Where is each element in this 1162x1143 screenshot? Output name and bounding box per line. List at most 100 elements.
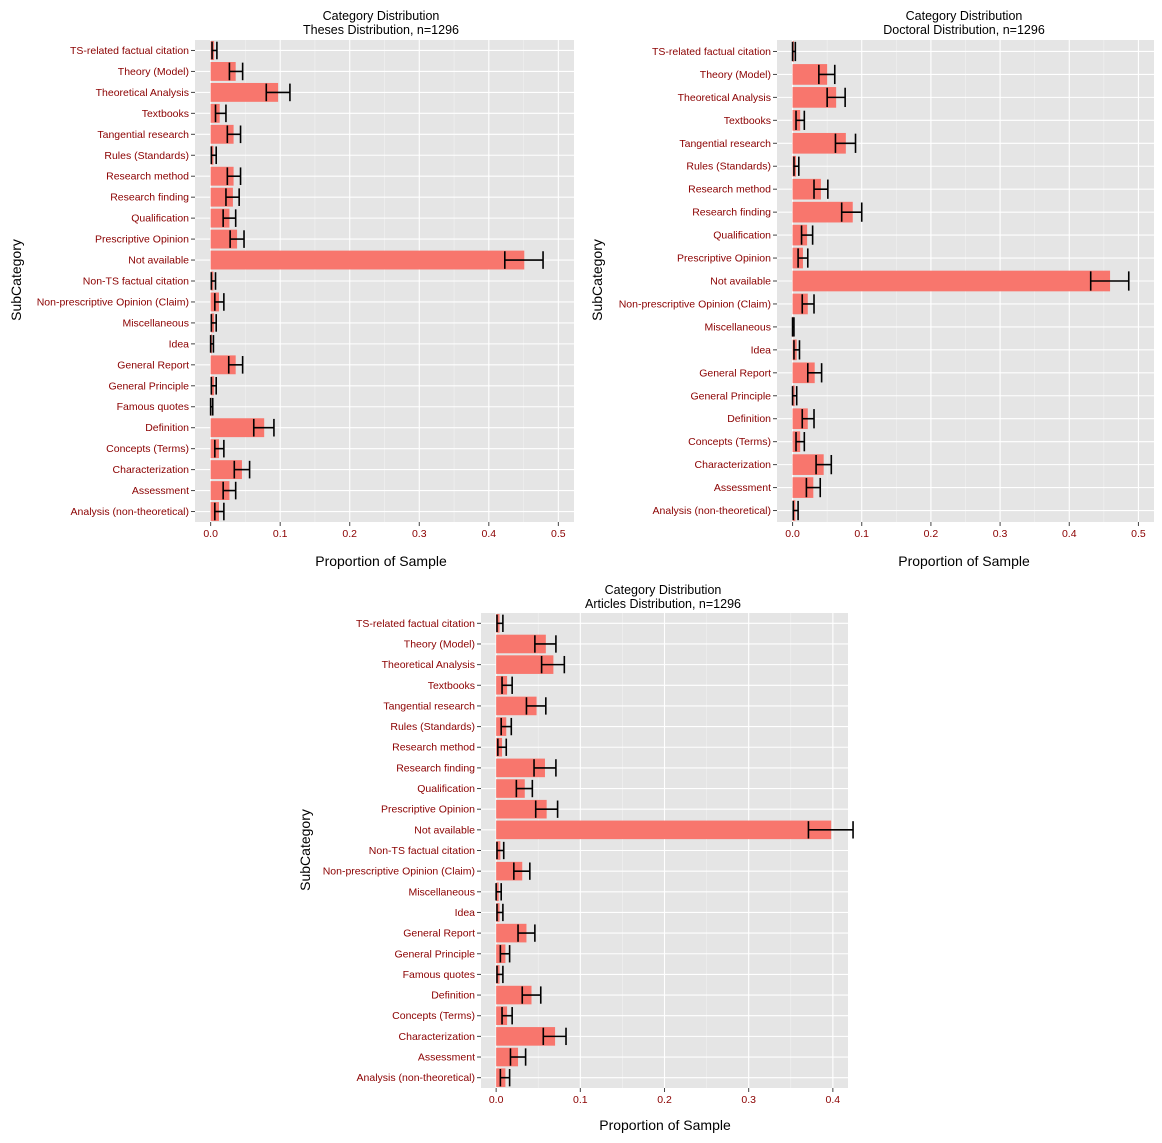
bar: [210, 82, 279, 102]
x-axis-title: Proportion of Sample: [898, 553, 1030, 569]
y-tick-label: Assessment: [418, 1052, 475, 1064]
y-tick-label: Definition: [431, 990, 475, 1002]
y-tick-label: General Principle: [394, 948, 475, 960]
bar: [496, 820, 832, 840]
bar: [210, 208, 230, 228]
y-tick-label: Theory (Model): [118, 66, 189, 78]
bar: [210, 187, 233, 207]
x-tick-label: 0.3: [993, 528, 1008, 540]
y-tick-label: General Report: [403, 928, 475, 940]
bar: [210, 250, 525, 270]
bar: [792, 477, 814, 498]
x-tick-label: 0.1: [573, 1094, 588, 1106]
y-tick-label: Tangential research: [97, 129, 189, 141]
y-tick-label: Non-prescriptive Opinion (Claim): [37, 296, 189, 308]
y-tick-label: Characterization: [399, 1031, 476, 1043]
x-tick-label: 0.5: [1131, 528, 1146, 540]
y-tick-label: Textbooks: [428, 680, 475, 692]
chart-subtitle: Articles Distribution, n=1296: [585, 597, 741, 611]
y-tick-label: Assessment: [132, 485, 189, 497]
y-tick-label: Analysis (non-theoretical): [71, 506, 189, 518]
bar: [792, 293, 808, 315]
y-tick-label: Prescriptive Opinion: [95, 234, 189, 246]
theses-chart: Category Distribution Theses Distributio…: [8, 9, 574, 569]
x-axis-title: Proportion of Sample: [599, 1117, 731, 1133]
bar: [792, 362, 815, 384]
y-axis-title: SubCategory: [8, 239, 24, 321]
x-tick-label: 0.1: [854, 528, 869, 540]
y-tick-label: Textbooks: [142, 108, 189, 120]
bar: [496, 1027, 556, 1046]
bar: [792, 201, 853, 223]
y-tick-label: Textbooks: [724, 115, 771, 127]
chart-subtitle: Theses Distribution, n=1296: [303, 23, 459, 37]
y-tick-label: Definition: [727, 413, 771, 425]
y-tick-label: Qualification: [131, 213, 189, 225]
y-tick-label: Not available: [710, 276, 771, 288]
y-tick-label: Research finding: [110, 192, 189, 204]
plot-area: TS-related factual citation Theory (Model…: [37, 40, 574, 540]
y-tick-label: Non-prescriptive Opinion (Claim): [619, 298, 771, 310]
x-tick-label: 0.0: [489, 1094, 504, 1106]
y-tick-label: Idea: [169, 338, 190, 350]
y-axis-title: SubCategory: [297, 809, 313, 891]
x-tick-label: 0.2: [342, 528, 357, 540]
bar: [792, 270, 1111, 292]
y-tick-label: Concepts (Terms): [392, 1010, 475, 1022]
y-tick-label: Theoretical Analysis: [382, 659, 475, 671]
y-tick-label: Research method: [688, 184, 771, 196]
doctoral-chart: Category Distribution Doctoral Distribut…: [589, 9, 1154, 569]
y-tick-label: Characterization: [695, 459, 772, 471]
y-tick-label: Miscellaneous: [408, 886, 475, 898]
y-tick-label: Qualification: [417, 783, 475, 795]
x-tick-label: 0.4: [1062, 528, 1077, 540]
y-tick-label: Concepts (Terms): [688, 436, 771, 448]
y-axis-title: SubCategory: [589, 239, 605, 321]
x-tick-label: 0.5: [551, 528, 566, 540]
x-tick-label: 0.1: [273, 528, 288, 540]
y-tick-label: Research finding: [692, 207, 771, 219]
y-tick-label: Idea: [455, 907, 476, 919]
y-tick-label: Theoretical Analysis: [96, 87, 189, 99]
y-tick-label: Non-TS factual citation: [369, 845, 475, 857]
y-tick-label: Theory (Model): [700, 69, 771, 81]
bar: [210, 418, 265, 438]
bar: [792, 87, 837, 108]
y-tick-label: TS-related factual citation: [70, 45, 189, 57]
x-tick-label: 0.2: [924, 528, 939, 540]
x-tick-label: 0.4: [826, 1094, 841, 1106]
y-tick-label: Famous quotes: [117, 401, 189, 413]
y-tick-label: Research method: [392, 742, 475, 754]
y-tick-label: Prescriptive Opinion: [677, 253, 771, 265]
y-tick-label: Not available: [128, 255, 189, 267]
bar: [210, 481, 230, 500]
y-tick-label: General Report: [699, 367, 771, 379]
y-tick-label: Analysis (non-theoretical): [653, 505, 771, 517]
y-tick-label: Research finding: [396, 762, 475, 774]
bar: [496, 799, 547, 819]
x-tick-label: 0.4: [482, 528, 497, 540]
chart-title: Category Distribution: [906, 9, 1023, 23]
y-tick-label: Rules (Standards): [390, 721, 475, 733]
plot-area: TS-related factual citation Theory (Model…: [323, 613, 854, 1106]
chart-title: Category Distribution: [605, 583, 722, 597]
bar: [496, 923, 527, 943]
y-tick-label: Theory (Model): [404, 638, 475, 650]
y-tick-label: TS-related factual citation: [356, 618, 475, 630]
bar: [496, 758, 545, 778]
y-tick-label: Theoretical Analysis: [678, 92, 771, 104]
y-tick-label: Rules (Standards): [686, 161, 771, 173]
y-tick-label: Non-TS factual citation: [83, 276, 189, 288]
y-tick-label: Assessment: [714, 482, 771, 494]
y-tick-label: Concepts (Terms): [106, 443, 189, 455]
y-tick-label: Idea: [751, 344, 772, 356]
y-tick-label: Famous quotes: [403, 969, 475, 981]
bar: [792, 408, 808, 430]
plot-area: TS-related factual citation Theory (Model…: [619, 40, 1154, 540]
x-tick-label: 0.2: [657, 1094, 672, 1106]
y-tick-label: Analysis (non-theoretical): [357, 1072, 475, 1084]
x-tick-label: 0.0: [203, 528, 218, 540]
bar: [792, 132, 846, 154]
y-tick-label: TS-related factual citation: [652, 46, 771, 58]
x-axis-title: Proportion of Sample: [315, 553, 447, 569]
